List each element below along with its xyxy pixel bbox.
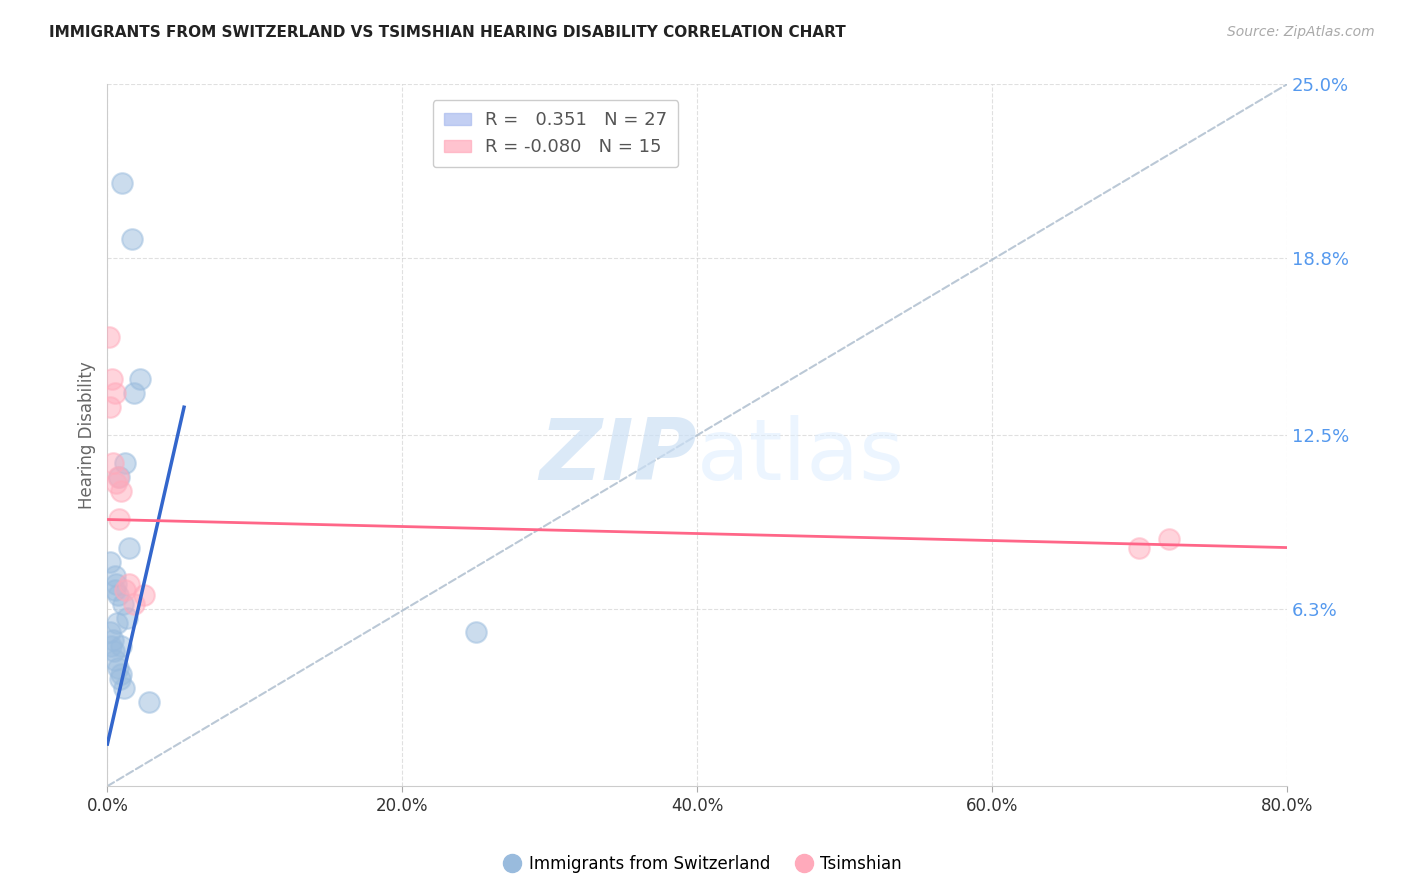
Point [98, 555, 121, 569]
Point [104, 386, 127, 401]
Point [110, 639, 132, 653]
Text: Source: ZipAtlas.com: Source: ZipAtlas.com [1227, 25, 1375, 39]
Point [134, 588, 156, 602]
Point [107, 470, 129, 484]
Point [100, 639, 122, 653]
Point [122, 597, 145, 611]
Point [103, 644, 125, 658]
Point [101, 372, 124, 386]
Point [97, 330, 120, 344]
Text: atlas: atlas [697, 415, 905, 498]
Point [128, 372, 150, 386]
Point [103, 456, 125, 470]
Point [105, 616, 128, 631]
Point [118, 541, 141, 555]
Point [104, 582, 127, 597]
Point [98, 401, 121, 415]
Point [1128, 541, 1150, 555]
Legend: R =   0.351   N = 27, R = -0.080   N = 15: R = 0.351 N = 27, R = -0.080 N = 15 [433, 101, 678, 167]
Text: ZIP: ZIP [540, 415, 697, 498]
Text: IMMIGRANTS FROM SWITZERLAND VS TSIMSHIAN HEARING DISABILITY CORRELATION CHART: IMMIGRANTS FROM SWITZERLAND VS TSIMSHIAN… [49, 25, 846, 40]
Point [101, 633, 124, 648]
Point [105, 475, 128, 490]
Point [104, 653, 127, 667]
Point [107, 661, 129, 675]
Point [108, 673, 131, 687]
Point [111, 597, 134, 611]
Point [108, 470, 131, 484]
Point [118, 577, 141, 591]
Point [108, 512, 131, 526]
Y-axis label: Hearing Disability: Hearing Disability [79, 361, 96, 509]
Point [464, 624, 486, 639]
Point [138, 695, 160, 709]
Point [98, 624, 121, 639]
Point [104, 568, 127, 582]
Point [1157, 532, 1180, 546]
Point [110, 484, 132, 499]
Point [115, 611, 138, 625]
Point [107, 588, 129, 602]
Point [122, 386, 145, 401]
Point [111, 176, 134, 190]
Point [112, 681, 135, 695]
Point [114, 456, 136, 470]
Point [121, 232, 143, 246]
Point [110, 666, 132, 681]
Legend: Immigrants from Switzerland, Tsimshian: Immigrants from Switzerland, Tsimshian [498, 848, 908, 880]
Point [114, 582, 136, 597]
Point [105, 577, 128, 591]
